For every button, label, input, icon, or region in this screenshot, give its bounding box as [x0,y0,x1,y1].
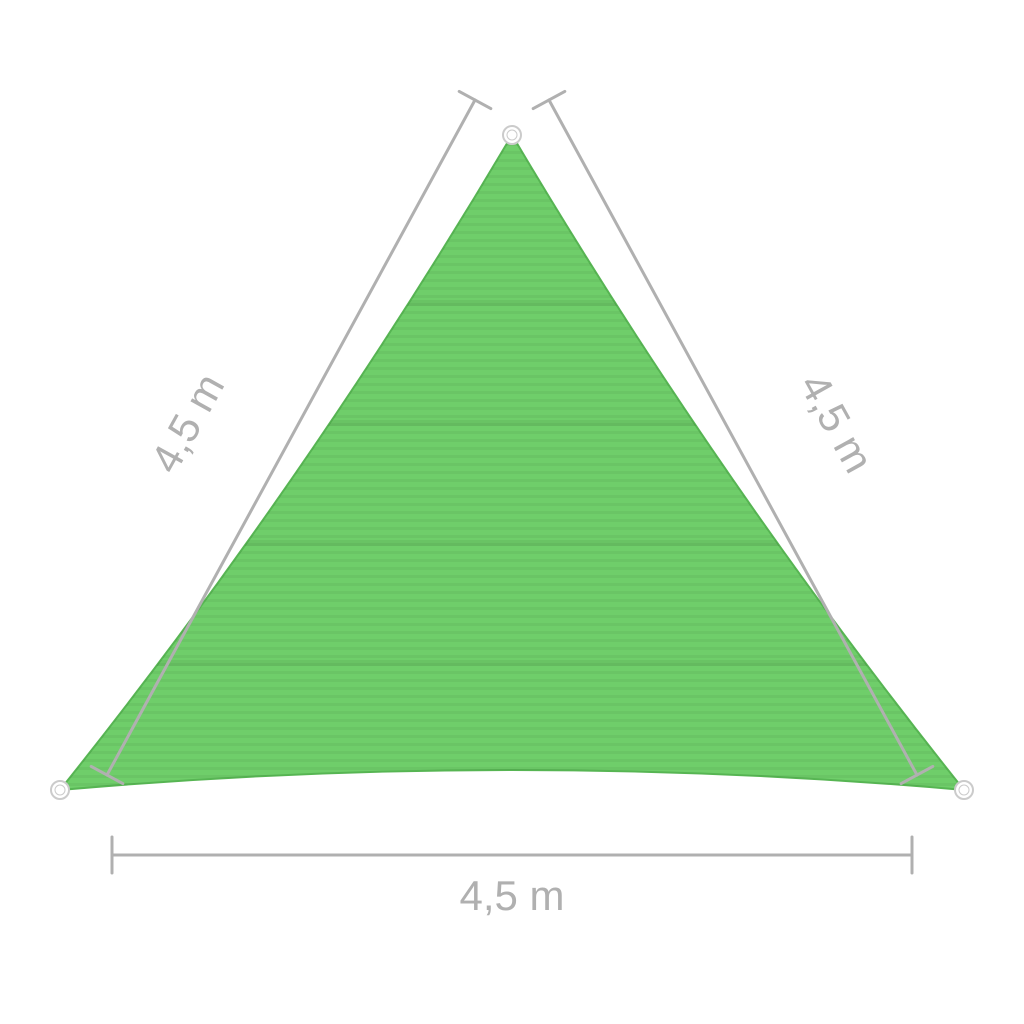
dimension-diagram: 4,5 m 4,5 m 4,5 m [0,0,1024,1024]
dimension-label-bottom: 4,5 m [459,872,564,919]
diagram-svg: 4,5 m 4,5 m 4,5 m [0,0,1024,1024]
dimension-label-right: 4,5 m [791,366,883,481]
dimension-label-left: 4,5 m [141,366,233,481]
